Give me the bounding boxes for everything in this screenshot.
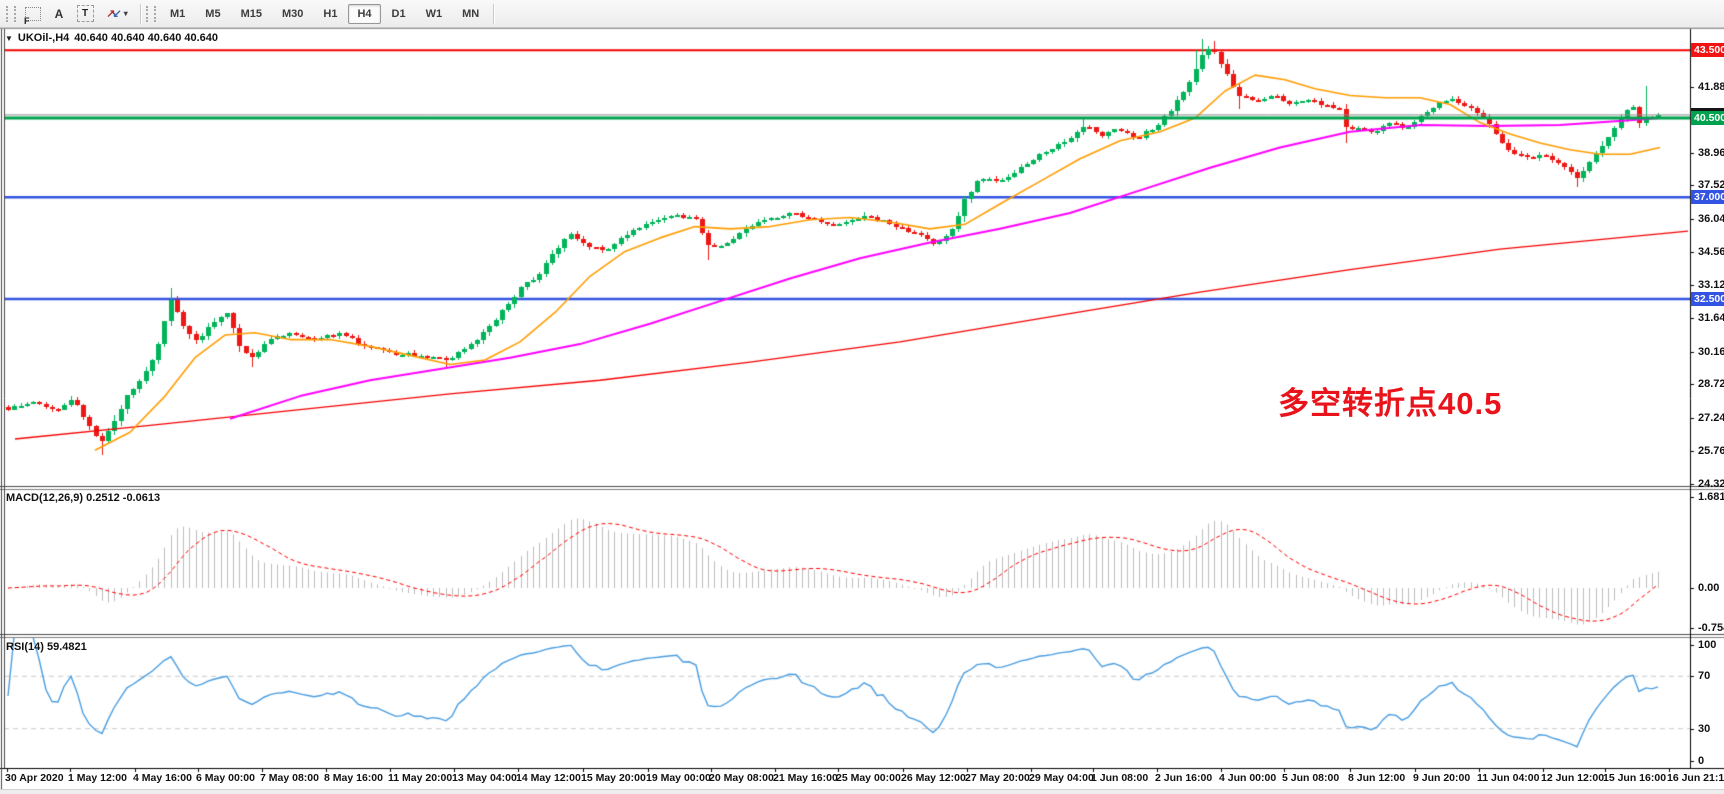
time-axis-label: 27 May 20:00 <box>965 772 1030 784</box>
macd-axis-label: 0.00 <box>1698 582 1720 594</box>
time-axis-label: 20 May 08:00 <box>709 772 774 784</box>
timeframe-m15-button[interactable]: M15 <box>240 7 262 20</box>
chart-title: ▼ UKOil-,H4 40.640 40.640 40.640 40.640 <box>5 32 218 44</box>
rsi-indicator-label: RSI(14) 59.4821 <box>6 641 87 653</box>
window-bottom-strip <box>0 789 1724 794</box>
time-axis-label: 25 May 00:00 <box>836 772 901 784</box>
macd-axis-label: -0.7544 <box>1698 622 1724 634</box>
time-axis-label: 16 Jun 21:15 <box>1667 772 1724 784</box>
arrow-up-icon: ↗ <box>106 8 116 20</box>
chart-menu-icon[interactable]: ▼ <box>5 33 13 43</box>
time-axis-label: 29 May 04:00 <box>1029 772 1094 784</box>
time-axis-label: 7 May 08:00 <box>260 772 319 784</box>
time-axis-label: 19 May 00:00 <box>646 772 711 784</box>
time-axis-label: 12 Jun 12:00 <box>1541 772 1605 784</box>
time-axis-label: 13 May 04:00 <box>452 772 517 784</box>
timeframe-m30-button[interactable]: M30 <box>281 7 304 20</box>
macd-indicator-label: MACD(12,26,9) 0.2512 -0.0613 <box>6 492 161 504</box>
rsi-axis-label: 100 <box>1698 639 1717 651</box>
price-tag: 32.500 <box>1691 291 1724 306</box>
time-axis-label: 1 May 12:00 <box>68 772 127 784</box>
time-axis-label: 5 Jun 08:00 <box>1282 772 1340 784</box>
time-axis-label: 15 Jun 16:00 <box>1603 772 1667 784</box>
price-axis-label: 33.120 <box>1698 278 1724 291</box>
price-axis-label: 36.040 <box>1698 212 1724 225</box>
time-axis-label: 4 May 16:00 <box>133 772 192 784</box>
price-axis-label: 25.760 <box>1698 445 1724 458</box>
timeframe-d1-button[interactable]: D1 <box>391 7 406 20</box>
price-tag: 40.500 <box>1691 111 1724 126</box>
fibonacci-icon: F <box>24 6 41 26</box>
timeframe-m5-button[interactable]: M5 <box>205 7 221 20</box>
ohlc-values: 40.640 40.640 40.640 40.640 <box>74 32 219 44</box>
arrow-down-icon: ↙ <box>112 8 122 20</box>
text-tool-button[interactable]: A <box>46 2 72 26</box>
time-axis-label: 8 May 16:00 <box>324 772 383 784</box>
time-axis-label: 26 May 12:00 <box>901 772 966 784</box>
time-axis-label: 8 Jun 12:00 <box>1348 772 1406 784</box>
time-axis-label: 11 May 20:00 <box>388 772 453 784</box>
price-axis-label: 30.160 <box>1698 345 1724 358</box>
fibonacci-tool-button[interactable]: F <box>20 2 46 26</box>
time-axis-label: 1 Jun 08:00 <box>1091 772 1149 784</box>
toolbar-separator <box>140 3 141 24</box>
timeframe-mn-button[interactable]: MN <box>462 7 480 20</box>
price-axis-label: 28.720 <box>1698 378 1724 391</box>
time-axis-label: 4 Jun 00:00 <box>1219 772 1277 784</box>
price-axis-label: 38.960 <box>1698 146 1724 159</box>
price-axis-label: 24.320 <box>1698 477 1724 490</box>
time-axis-label: 2 Jun 16:00 <box>1155 772 1213 784</box>
arrows-tool-button[interactable]: ↗ ↙ ▾ <box>98 2 136 26</box>
time-axis-label: 21 May 16:00 <box>773 772 838 784</box>
toolbar-separator <box>493 3 495 24</box>
toolbar-grip-icon <box>146 5 156 22</box>
time-axis-label: 11 Jun 04:00 <box>1477 772 1540 784</box>
toolbar: F A T ↗ ↙ ▾ M1 M5 M15 M30 H1 H4 D1 W1 MN <box>0 0 1724 28</box>
annotation-text: 多空转折点40.5 <box>1278 386 1503 421</box>
time-axis-label: 15 May 20:00 <box>581 772 646 784</box>
timeframe-w1-button[interactable]: W1 <box>425 7 443 20</box>
price-axis-label: 27.240 <box>1698 411 1724 424</box>
time-axis-label: 9 Jun 20:00 <box>1413 772 1471 784</box>
rsi-axis-label: 0 <box>1698 755 1705 767</box>
text-label-tool-button[interactable]: T <box>72 2 98 26</box>
price-axis-label: 41.880 <box>1698 80 1724 93</box>
rsi-axis-label: 30 <box>1698 722 1711 735</box>
price-tag: 43.500 <box>1691 43 1724 58</box>
timeframe-m1-button[interactable]: M1 <box>170 7 186 20</box>
price-axis-label: 34.560 <box>1698 246 1724 259</box>
price-axis-label: 37.520 <box>1698 179 1724 192</box>
timeframe-h1-button[interactable]: H1 <box>323 7 338 20</box>
text-a-icon: A <box>54 6 64 21</box>
chevron-down-icon: ▾ <box>123 9 128 18</box>
time-axis-label: 6 May 00:00 <box>196 772 255 784</box>
time-axis-label: 14 May 12:00 <box>516 772 581 784</box>
time-axis-label: 30 Apr 2020 <box>5 772 64 784</box>
timeframe-h4-button[interactable]: H4 <box>348 3 381 24</box>
price-tag: 37.000 <box>1691 190 1724 205</box>
price-axis-label: 31.640 <box>1698 312 1724 325</box>
text-label-icon: T <box>76 5 94 22</box>
symbol-period-label: UKOil-,H4 <box>17 32 70 44</box>
toolbar-grip-icon <box>6 5 16 22</box>
rsi-axis-label: 70 <box>1698 670 1711 683</box>
macd-axis-label: 1.6816 <box>1698 491 1724 503</box>
